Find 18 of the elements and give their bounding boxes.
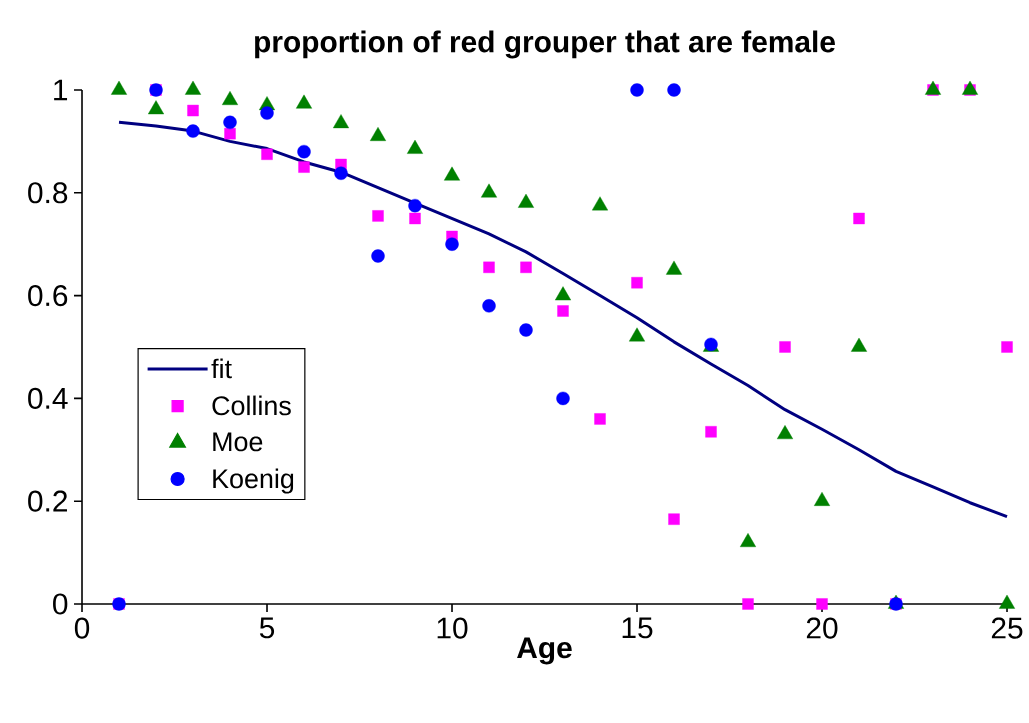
y-tick-label: 1 [54, 79, 68, 101]
x-tick-label: 25 [991, 617, 1023, 639]
x-axis-title: Age [517, 637, 572, 665]
x-tick-label: 5 [259, 617, 275, 639]
y-tick-label: 0.8 [28, 182, 68, 204]
chart-title: proportion of red grouper that are female [255, 30, 835, 59]
x-tick-label: 15 [622, 617, 653, 639]
y-tick-label: 0.2 [28, 490, 67, 512]
legend-label: fit [211, 358, 232, 379]
y-tick-label: 0 [53, 593, 68, 615]
legend-label: Koenig [213, 468, 294, 494]
legend-label: Collins [212, 395, 291, 416]
x-tick-label: 0 [74, 617, 90, 639]
x-tick-label: 20 [806, 617, 838, 639]
y-tick-label: 0.6 [28, 285, 68, 307]
x-tick-label: 10 [437, 617, 468, 639]
y-tick-label: 0.4 [28, 387, 68, 409]
legend-label: Moe [213, 432, 263, 452]
